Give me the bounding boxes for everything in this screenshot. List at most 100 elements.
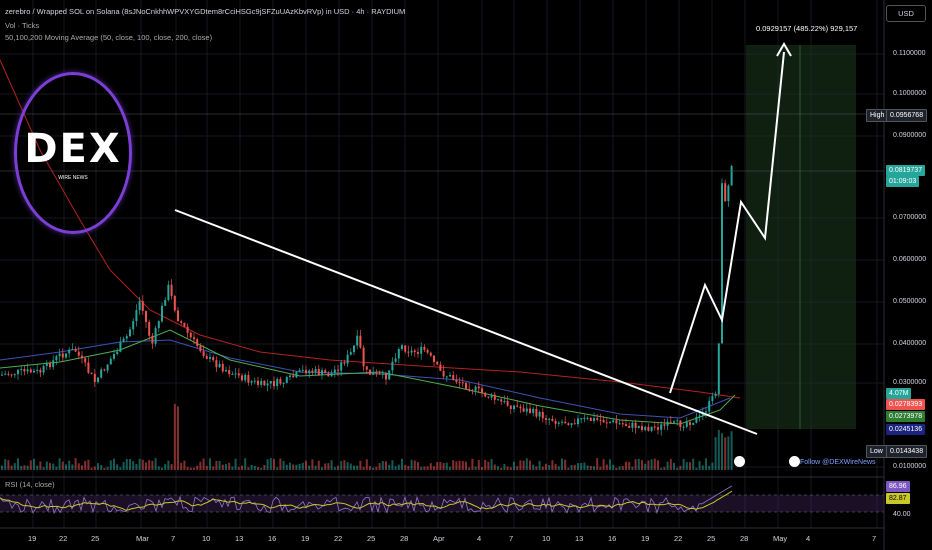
volume-bar — [186, 466, 189, 470]
volume-bar — [10, 465, 13, 470]
candle-body — [609, 422, 611, 424]
candle-body — [167, 284, 170, 301]
candle-body — [509, 405, 512, 410]
volume-bar — [605, 464, 608, 470]
candle-body — [673, 421, 675, 423]
candle-body — [253, 380, 256, 382]
event-flag-icon[interactable] — [789, 456, 800, 467]
time-axis-label: 22 — [334, 534, 343, 543]
volume-bar — [685, 462, 688, 470]
volume-bar — [529, 460, 531, 470]
candle-body — [135, 310, 138, 322]
candle-body — [682, 426, 685, 428]
candle-body — [145, 310, 147, 323]
volume-bar — [26, 465, 29, 470]
volume-bar — [20, 466, 23, 470]
candle-body — [228, 370, 231, 375]
volume-bar — [554, 463, 557, 470]
volume-bar — [417, 462, 419, 470]
volume-bar — [717, 429, 720, 470]
volume-bar — [727, 436, 730, 470]
candle-body — [225, 370, 227, 372]
candle-body — [346, 354, 349, 364]
candle-body — [369, 369, 371, 375]
currency-button[interactable]: USD — [886, 5, 926, 22]
candle-body — [359, 335, 362, 348]
volume-bar — [455, 461, 458, 470]
candle-body — [372, 372, 375, 375]
rsi-ma-line — [0, 490, 733, 511]
volume-bar — [429, 463, 432, 470]
volume-bar — [420, 466, 423, 470]
volume-bar — [138, 458, 141, 470]
volume-bar — [487, 461, 490, 470]
volume-bar — [679, 465, 682, 470]
volume-bar — [180, 462, 183, 470]
candle-body — [612, 420, 615, 423]
candle-body — [285, 377, 288, 383]
volume-bar — [516, 466, 519, 470]
candle-body — [548, 418, 551, 420]
volume-bar — [369, 466, 371, 470]
volume-bar — [602, 459, 605, 470]
candle-body — [551, 418, 554, 421]
volume-bar — [337, 465, 339, 470]
time-axis-label: 7 — [872, 534, 877, 543]
candle-body — [503, 401, 506, 403]
volume-bar — [541, 466, 544, 470]
projection-path[interactable] — [669, 51, 785, 394]
candle-body — [314, 368, 317, 373]
volume-bar — [423, 466, 426, 470]
volume-bar — [375, 466, 378, 470]
candle-body — [77, 351, 80, 356]
candle-body — [116, 351, 119, 355]
candle-body — [100, 369, 103, 378]
volume-bar — [522, 460, 525, 470]
volume-bar — [413, 460, 416, 470]
time-axis-label: 19 — [301, 534, 310, 543]
event-flag-icon[interactable] — [734, 456, 745, 467]
volume-bar — [676, 467, 679, 470]
candle-body — [4, 373, 7, 375]
volume-bar — [65, 464, 67, 470]
candle-body — [465, 382, 467, 389]
time-axis-label: 25 — [367, 534, 376, 543]
volume-bar — [426, 466, 429, 470]
candle-body — [87, 362, 90, 373]
rsi-label[interactable]: RSI (14, close) — [5, 480, 55, 489]
candle-body — [689, 422, 691, 425]
candle-body — [266, 383, 269, 386]
volume-bar — [196, 465, 199, 470]
candle-body — [61, 353, 64, 358]
volume-bar — [461, 460, 464, 470]
volume-bar — [497, 466, 499, 470]
volume-bar — [269, 458, 272, 470]
volume-bar — [343, 460, 346, 470]
candle-body — [413, 350, 416, 353]
candle-body — [157, 321, 160, 329]
candle-body — [711, 396, 714, 401]
candle-body — [298, 370, 301, 372]
moving-average-label[interactable]: 50,100,200 Moving Average (50, close, 10… — [5, 33, 213, 42]
candle-body — [263, 380, 266, 386]
volume-bar — [292, 464, 295, 470]
candle-body — [23, 368, 26, 372]
volume-indicator-label[interactable]: Vol · Ticks — [5, 21, 40, 30]
candle-body — [337, 369, 339, 371]
candle-body — [125, 336, 128, 339]
logo-subtext: WIRE NEWS — [58, 175, 88, 181]
candle-body — [391, 361, 394, 371]
countdown-tag: 01:09:03 — [886, 176, 920, 187]
volume-bar — [189, 467, 192, 470]
volume-bar — [653, 458, 656, 470]
volume-bar — [330, 460, 333, 470]
time-axis-label: 13 — [575, 534, 584, 543]
candle-body — [189, 332, 192, 338]
projection-zone — [746, 45, 856, 429]
volume-bar — [548, 465, 551, 470]
ma100-tag: 0.0245136 — [886, 424, 926, 435]
trendline[interactable] — [174, 209, 758, 435]
price-axis-label: 0.0500000 — [893, 298, 927, 305]
candle-body — [714, 394, 717, 397]
